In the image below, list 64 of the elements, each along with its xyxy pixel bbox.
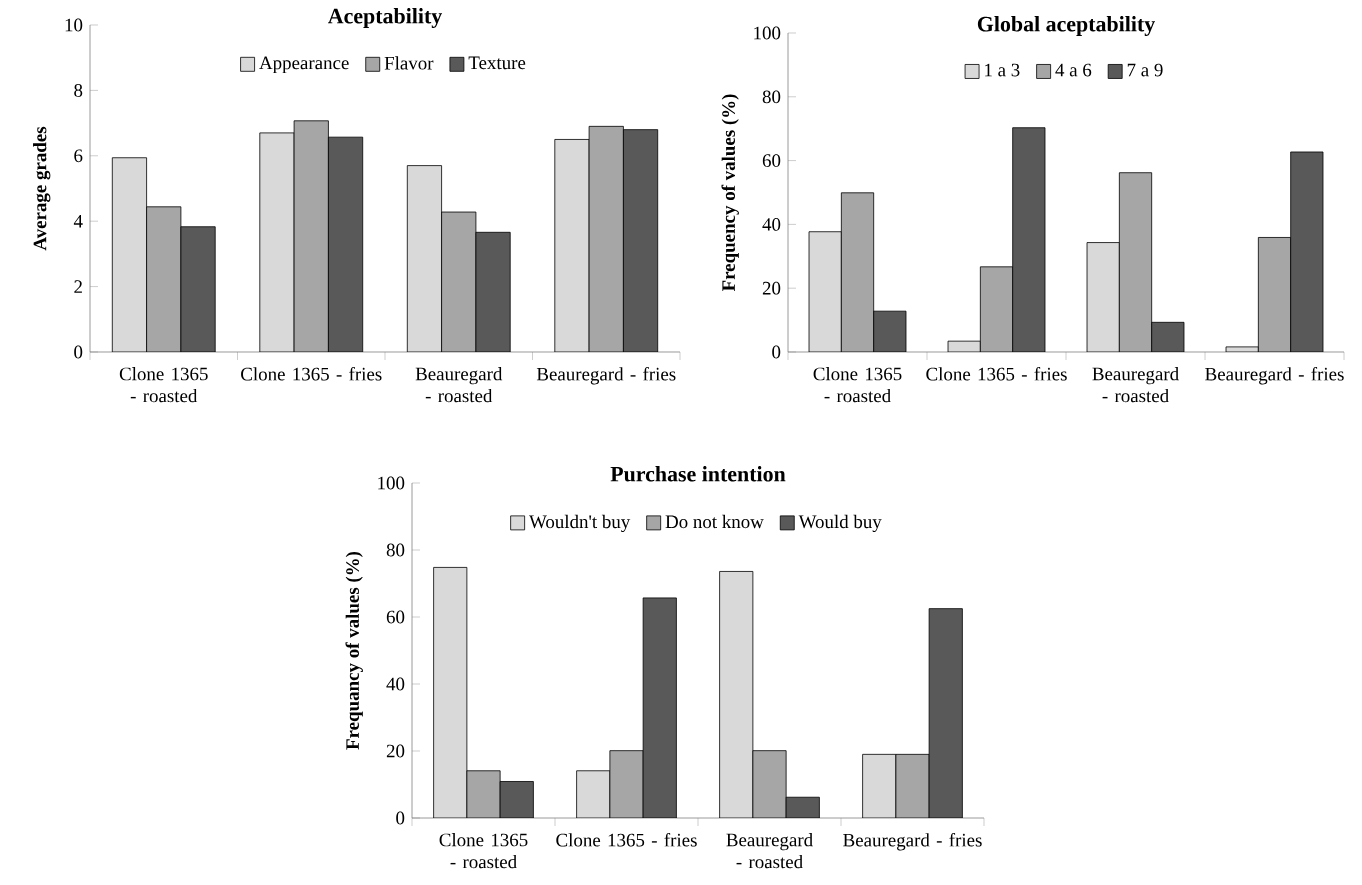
- legend-label: 4 a 6: [1055, 63, 1092, 77]
- x-tick-label: Beauregard - roasted: [415, 367, 503, 403]
- y-tick-label: 60: [386, 610, 405, 624]
- x-tick-label: Beauregard - fries: [1205, 367, 1344, 385]
- legend-label: Appearance: [259, 56, 349, 74]
- legend-label: Would buy: [798, 514, 882, 533]
- bar: [576, 770, 611, 818]
- y-axis-title: Average grades: [33, 126, 51, 251]
- chart-title: Purchase intention: [610, 466, 786, 482]
- x-tick-label: Beauregard - roasted: [1092, 367, 1179, 403]
- x-tick-label: Beauregard - fries: [536, 367, 676, 385]
- y-tick-label: 100: [378, 476, 405, 490]
- y-tick-label: 80: [762, 90, 781, 104]
- x-tick-label: Clone 1365 - roasted: [119, 367, 208, 403]
- bar: [719, 571, 754, 818]
- legend-label: 7 a 9: [1127, 63, 1163, 77]
- bar: [623, 129, 659, 352]
- bar: [328, 136, 364, 352]
- legend-label: Texture: [468, 56, 526, 70]
- y-axis-title: Frequency of values (%): [721, 94, 739, 292]
- y-axis-title: Frequancy of values (%): [345, 551, 363, 750]
- bar: [466, 770, 501, 818]
- x-tick-label: Clone 1365 - fries: [556, 833, 697, 847]
- chart-title: Global aceptability: [977, 16, 1155, 36]
- y-tick-label: 40: [762, 218, 781, 231]
- y-tick-label: 6: [74, 149, 83, 163]
- bar: [895, 753, 930, 818]
- bar: [862, 753, 897, 818]
- bar: [475, 231, 511, 352]
- legend-label: 1 a 3: [985, 63, 1020, 77]
- legend-label: Flavor: [384, 56, 434, 70]
- bar: [609, 750, 644, 818]
- bar: [642, 597, 677, 818]
- y-tick-label: 0: [772, 345, 781, 359]
- x-tick-label: Clone 1365 - fries: [241, 367, 382, 381]
- legend-label: Wouldn't buy: [529, 514, 631, 533]
- bar: [433, 567, 468, 818]
- legend-label: Do not know: [665, 514, 764, 529]
- y-tick-label: 2: [74, 280, 82, 293]
- bar: [406, 165, 442, 352]
- x-tick-label: Beauregard - fries: [843, 833, 982, 851]
- bar: [928, 608, 963, 818]
- bar: [111, 157, 147, 352]
- y-tick-label: 10: [65, 18, 83, 32]
- bar: [752, 750, 787, 818]
- x-tick-label: Clone 1365 - roasted: [813, 367, 902, 403]
- y-tick-label: 100: [754, 26, 781, 40]
- y-tick-label: 80: [386, 543, 405, 557]
- bar: [259, 132, 295, 352]
- y-tick-label: 8: [74, 84, 83, 97]
- y-tick-label: 0: [396, 811, 405, 825]
- y-tick-label: 20: [762, 281, 781, 295]
- x-tick-label: Clone 1365 - fries: [926, 367, 1067, 381]
- y-tick-label: 40: [386, 677, 405, 691]
- y-tick-label: 60: [762, 154, 781, 167]
- y-tick-label: 20: [386, 744, 405, 758]
- bar: [180, 226, 216, 352]
- y-tick-label: 4: [73, 214, 83, 228]
- x-tick-label: Clone 1365 - roasted: [439, 833, 528, 869]
- x-tick-label: Beauregard - roasted: [726, 833, 813, 869]
- y-tick-label: 0: [74, 345, 83, 359]
- bar: [499, 781, 534, 818]
- bar: [554, 139, 590, 352]
- chart-title: Aceptability: [328, 8, 443, 28]
